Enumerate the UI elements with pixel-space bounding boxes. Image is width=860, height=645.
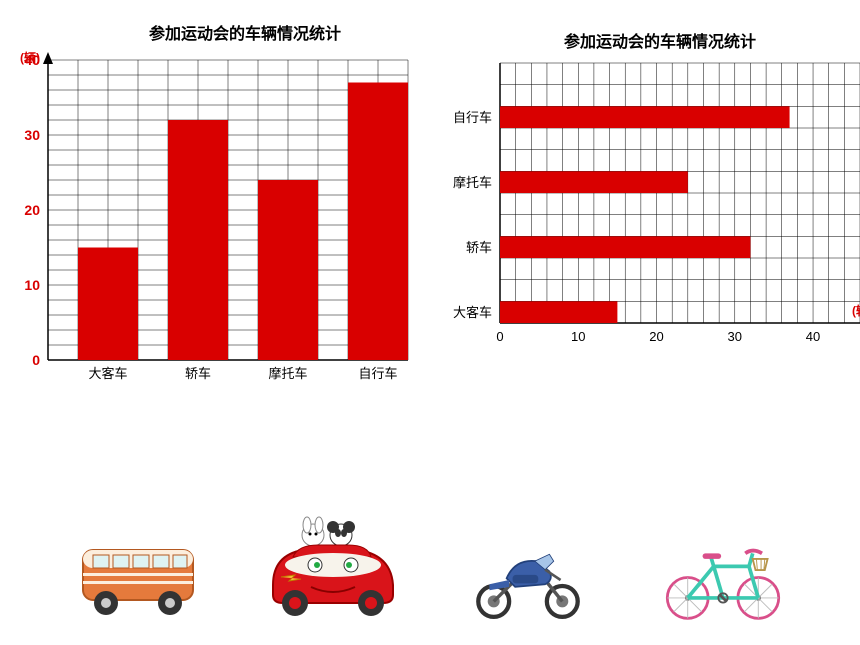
vertical-bar-chart: 参加运动会的车辆情况统计 (辆)010203040大客车轿车摩托车自行车 xyxy=(10,20,420,395)
horizontal-chart-svg: (辆) 0 10 20 30 40 自行车摩托车轿车大客车 xyxy=(450,58,860,368)
svg-text:30: 30 xyxy=(728,329,742,344)
svg-text:大客车: 大客车 xyxy=(453,305,492,320)
svg-text:10: 10 xyxy=(24,277,40,293)
svg-text:大客车: 大客车 xyxy=(88,366,127,381)
motorcycle-icon xyxy=(458,505,598,625)
svg-text:0: 0 xyxy=(32,352,40,368)
icons-row xyxy=(0,505,860,625)
svg-text:摩托车: 摩托车 xyxy=(453,175,492,190)
svg-text:30: 30 xyxy=(24,127,40,143)
svg-text:40: 40 xyxy=(24,52,40,68)
svg-text:0: 0 xyxy=(496,329,503,344)
vertical-chart-svg: (辆)010203040大客车轿车摩托车自行车 xyxy=(10,50,420,390)
bicycle-icon xyxy=(653,505,793,625)
svg-text:轿车: 轿车 xyxy=(185,366,211,381)
svg-text:自行车: 自行车 xyxy=(453,110,492,125)
horizontal-chart-title: 参加运动会的车辆情况统计 xyxy=(450,28,860,52)
bus-icon xyxy=(68,505,208,625)
svg-text:(辆): (辆) xyxy=(852,303,860,318)
svg-text:摩托车: 摩托车 xyxy=(268,366,307,381)
svg-text:40: 40 xyxy=(806,329,820,344)
svg-text:轿车: 轿车 xyxy=(466,240,492,255)
car-icon xyxy=(263,505,403,625)
svg-text:20: 20 xyxy=(24,202,40,218)
svg-text:20: 20 xyxy=(649,329,663,344)
vertical-chart-title: 参加运动会的车辆情况统计 xyxy=(40,20,450,44)
svg-text:10: 10 xyxy=(571,329,585,344)
horizontal-bar-chart: 参加运动会的车辆情况统计 (辆) 0 10 20 30 40 自行车摩托车轿车大客车 xyxy=(450,20,860,395)
svg-text:自行车: 自行车 xyxy=(358,366,397,381)
